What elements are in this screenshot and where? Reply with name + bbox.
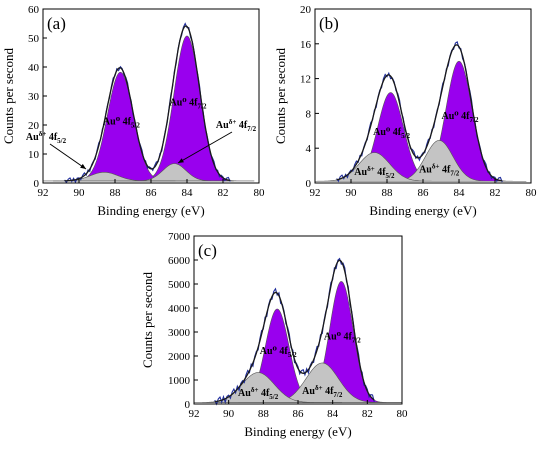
envelope-line	[336, 44, 503, 182]
arrow-head	[178, 158, 184, 163]
y-tick-label: 8	[306, 108, 312, 120]
peak-label: Auδ+ 4f7/2	[216, 118, 257, 133]
chart-panel-b: 92 90 88 86 84 82 80 0 4 8 12 16 20 Binding energy (e…	[273, 4, 537, 218]
x-tick-label: 90	[74, 187, 86, 199]
y-tick-label: 60	[28, 4, 40, 16]
chart-panel-a: 92 90 88 86 84 82 80 0 10 20 30 40 50 60 Binding energ…	[1, 4, 265, 218]
envelope-line	[64, 25, 231, 182]
y-tick-label: 20	[28, 120, 40, 132]
x-tick-label: 90	[346, 187, 358, 199]
y-tick-label: 2000	[168, 351, 191, 363]
x-axis-title: Binding energy (eV)	[244, 424, 351, 439]
x-tick-label: 84	[454, 187, 466, 199]
x-tick-label: 92	[189, 408, 200, 420]
x-tick-label: 80	[254, 187, 266, 199]
x-tick-label: 86	[293, 408, 305, 420]
y-tick-label: 4000	[168, 303, 191, 315]
plot-frame	[314, 8, 532, 184]
peak-label: Au⁰ 4f7/2	[170, 98, 207, 111]
y-tick-label: 10	[28, 149, 40, 161]
x-tick-label: 80	[397, 408, 409, 420]
chart-panel-c: 92 90 88 86 84 82 80 0 1000 2000 3000 4000 5000 6000 7…	[140, 231, 408, 439]
y-tick-label: 16	[300, 39, 312, 51]
x-tick-label: 86	[418, 187, 430, 199]
annotation-arrow	[49, 143, 87, 170]
peak-label: Auδ+ 4f7/2	[302, 384, 343, 399]
y-tick-label: 50	[28, 33, 40, 45]
x-tick-label: 84	[182, 187, 194, 199]
y-tick-label: 1000	[168, 375, 191, 387]
y-tick-label: 40	[28, 62, 40, 74]
y-axis-title: Counts per second	[1, 47, 16, 144]
x-tick-label: 82	[218, 187, 229, 199]
peak-label: Auδ+ 4f7/2	[419, 162, 460, 177]
x-tick-label: 82	[362, 408, 373, 420]
peak-label: Auδ+ 4f5/2	[238, 386, 279, 401]
x-tick-label: 82	[490, 187, 501, 199]
arrow-head	[80, 163, 86, 169]
annotation-arrow	[177, 131, 233, 164]
x-tick-label: 80	[526, 187, 538, 199]
y-axis-title: Counts per second	[273, 47, 288, 144]
x-axis-title: Binding energy (eV)	[97, 203, 204, 218]
panel-label: (c)	[198, 241, 217, 260]
y-tick-label: 0	[185, 399, 191, 411]
x-axis-title: Binding energy (eV)	[369, 203, 476, 218]
envelope-line	[214, 259, 375, 403]
peak-label: Auδ+ 4f5/2	[354, 165, 395, 180]
x-tick-label: 84	[327, 408, 339, 420]
x-tick-label: 90	[223, 408, 235, 420]
panel-label: (b)	[319, 14, 339, 33]
plot-frame	[193, 235, 403, 405]
x-tick-label: 86	[146, 187, 158, 199]
x-tick-label: 88	[110, 187, 122, 199]
peak-label: Au⁰ 4f7/2	[442, 111, 479, 124]
y-tick-label: 0	[34, 178, 40, 190]
y-tick-label: 0	[306, 178, 312, 190]
x-tick-label: 88	[382, 187, 394, 199]
y-axis-title: Counts per second	[140, 271, 155, 368]
y-tick-label: 20	[300, 4, 312, 16]
plot-frame	[42, 8, 260, 184]
peak-label: Au⁰ 4f5/2	[373, 127, 410, 140]
y-tick-label: 12	[300, 74, 311, 86]
y-tick-label: 30	[28, 91, 40, 103]
peak-label: Auδ+ 4f5/2	[26, 130, 67, 145]
peak-label: Au⁰ 4f5/2	[103, 116, 140, 129]
y-tick-label: 5000	[168, 279, 191, 291]
y-tick-label: 4	[306, 143, 312, 155]
x-tick-label: 88	[258, 408, 270, 420]
peak-label: Au⁰ 4f7/2	[324, 332, 361, 345]
x-tick-label: 92	[310, 187, 321, 199]
y-tick-label: 7000	[168, 231, 191, 243]
y-tick-label: 3000	[168, 327, 191, 339]
panel-label: (a)	[47, 14, 66, 33]
x-tick-label: 92	[38, 187, 49, 199]
peak-label: Au⁰ 4f5/2	[260, 346, 297, 359]
y-tick-label: 6000	[168, 255, 191, 267]
